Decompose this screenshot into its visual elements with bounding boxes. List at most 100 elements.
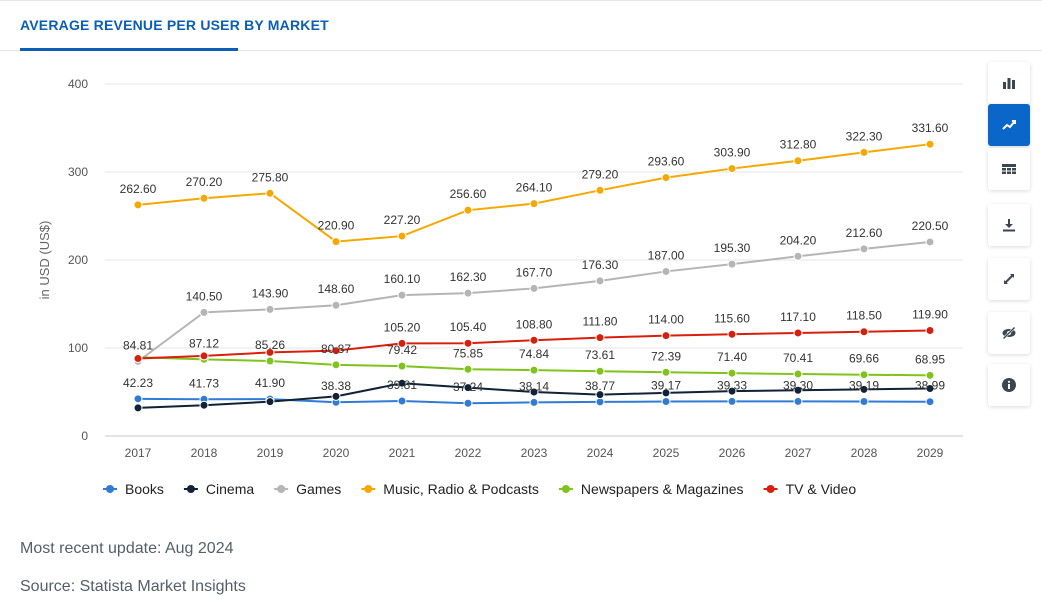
data-point	[859, 370, 869, 380]
table-icon	[1002, 164, 1016, 174]
legend-swatch-dot	[106, 485, 114, 493]
data-point	[925, 325, 935, 335]
legend-swatch-dot	[561, 485, 570, 493]
data-label: 71.40	[717, 350, 747, 364]
data-point	[661, 173, 671, 183]
data-point	[463, 288, 473, 298]
data-label: 118.50	[846, 309, 882, 323]
legend-item: Books	[103, 481, 164, 497]
legend-label: Games	[296, 481, 341, 497]
fullscreen-button[interactable]	[988, 258, 1030, 300]
data-point	[595, 366, 605, 376]
data-point	[265, 188, 275, 198]
data-label: 41.73	[189, 376, 219, 390]
data-point	[331, 360, 341, 370]
chart-header	[0, 0, 1042, 51]
data-label: 204.20	[780, 233, 817, 247]
legend-item: Games	[274, 481, 341, 497]
data-point	[463, 383, 473, 393]
data-point	[199, 351, 209, 361]
bar-chart-button[interactable]	[988, 62, 1030, 104]
data-label: 117.10	[780, 310, 816, 324]
y-tick-label: 0	[81, 429, 88, 443]
x-tick-label: 2024	[587, 446, 614, 460]
data-label: 322.30	[846, 129, 883, 143]
x-tick-label: 2028	[851, 446, 878, 460]
data-label: 140.50	[186, 289, 223, 303]
download-icon	[1003, 219, 1015, 232]
data-point	[529, 397, 539, 407]
data-point	[265, 356, 275, 366]
legend-swatch-dot	[277, 485, 286, 493]
data-point	[661, 388, 671, 398]
hide-button[interactable]	[988, 312, 1030, 354]
data-label: 105.20	[384, 320, 421, 334]
data-point	[925, 383, 935, 393]
data-point	[397, 396, 407, 406]
data-label: 39.81	[387, 378, 417, 392]
data-point	[859, 147, 869, 157]
data-point	[199, 307, 209, 317]
data-point	[925, 237, 935, 247]
legend-label: TV & Video	[786, 481, 857, 497]
data-point	[265, 304, 275, 314]
data-point	[595, 390, 605, 400]
data-point	[727, 164, 737, 174]
data-label: 37.24	[453, 380, 483, 394]
data-point	[859, 384, 869, 394]
data-label: 220.50	[912, 219, 949, 233]
data-point	[661, 367, 671, 377]
data-point	[793, 156, 803, 166]
data-point	[133, 354, 143, 364]
data-point	[661, 397, 671, 407]
data-point	[595, 333, 605, 343]
data-label: 279.20	[582, 167, 619, 181]
data-label: 187.00	[648, 248, 685, 262]
y-tick-label: 200	[68, 253, 88, 267]
series-music-radio-podcasts	[133, 139, 935, 247]
data-point	[133, 200, 143, 210]
x-tick-label: 2021	[389, 446, 416, 460]
data-point	[463, 364, 473, 374]
legend-item: TV & Video	[763, 481, 857, 497]
series-tv-video	[133, 325, 935, 364]
series-cinema	[133, 378, 935, 413]
data-label: 212.60	[846, 226, 883, 240]
legend-item: Newspapers & Magazines	[558, 481, 744, 497]
data-point	[727, 259, 737, 269]
data-point	[793, 369, 803, 379]
data-label: 74.84	[519, 347, 549, 361]
x-tick-label: 2023	[521, 446, 548, 460]
data-label: 39.30	[783, 378, 813, 392]
line-chart-button[interactable]	[988, 104, 1030, 146]
info-button[interactable]	[988, 364, 1030, 406]
data-label: 176.30	[582, 258, 619, 272]
x-tick-label: 2029	[917, 446, 944, 460]
data-point	[595, 276, 605, 286]
top-border	[0, 0, 1042, 1]
data-point	[133, 403, 143, 413]
source-text: Source: Statista Market Insights	[20, 578, 246, 595]
data-point	[397, 338, 407, 348]
x-tick-label: 2019	[257, 446, 284, 460]
data-point	[793, 396, 803, 406]
data-label: 79.42	[387, 343, 417, 357]
data-label: 105.40	[450, 320, 487, 334]
data-label: 38.77	[585, 379, 615, 393]
y-tick-label: 100	[68, 341, 88, 355]
data-point	[397, 231, 407, 241]
data-point	[793, 385, 803, 395]
data-point	[793, 251, 803, 261]
legend-label: Cinema	[206, 481, 254, 497]
data-label: 293.60	[648, 155, 685, 169]
data-label: 227.20	[384, 213, 421, 227]
data-label: 38.99	[915, 379, 945, 393]
y-tick-label: 400	[68, 77, 88, 91]
download-button[interactable]	[988, 204, 1030, 246]
line-chart-icon	[1002, 120, 1016, 130]
table-button[interactable]	[988, 148, 1030, 190]
data-point	[925, 370, 935, 380]
data-label: 111.80	[583, 315, 618, 329]
data-point	[727, 368, 737, 378]
legend-item: Music, Radio & Podcasts	[361, 481, 539, 497]
